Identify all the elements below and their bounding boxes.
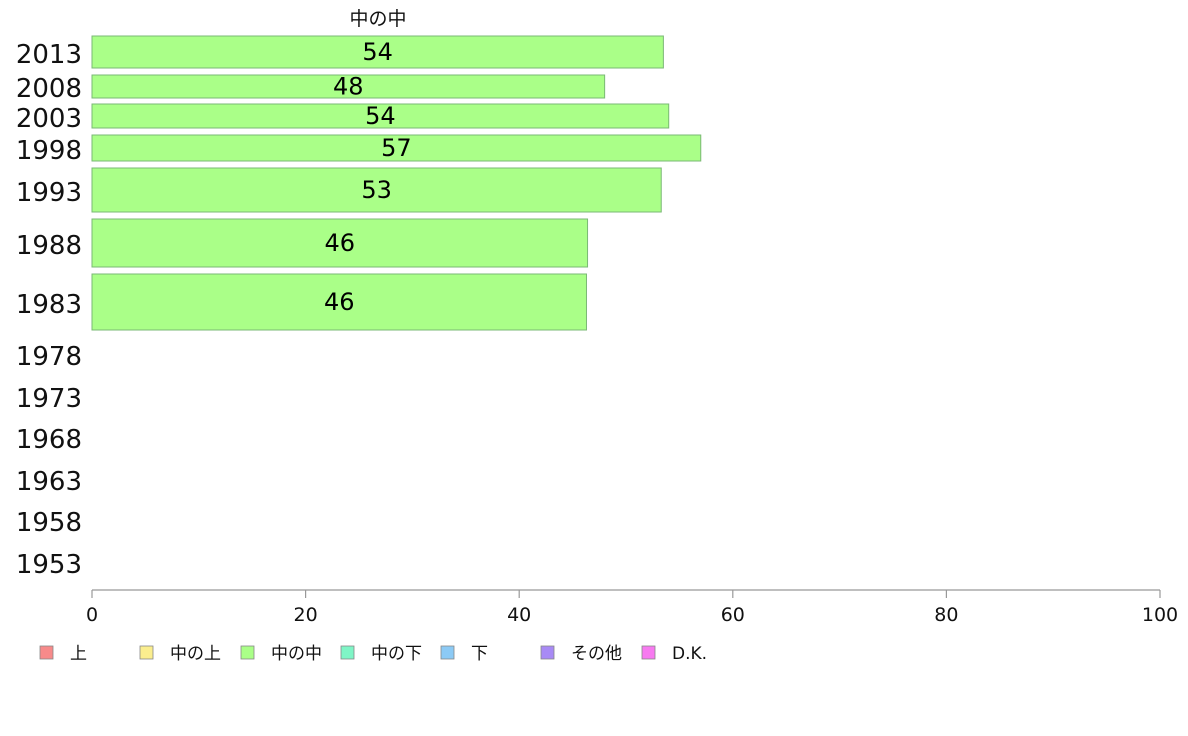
y-tick-label-1988: 1988	[16, 231, 82, 261]
y-tick-label-1973: 1973	[16, 384, 82, 414]
legend-label-5: その他	[571, 644, 622, 664]
x-tick-label-0: 0	[86, 604, 98, 626]
legend-label-1: 中の上	[170, 644, 221, 664]
legend-swatch-5	[540, 645, 555, 660]
y-tick-label-1983: 1983	[16, 290, 82, 320]
legend-swatch-6	[641, 645, 656, 660]
bar-value-label-1988: 46	[325, 229, 356, 257]
y-tick-label-1978: 1978	[16, 342, 82, 372]
legend: 上 中の上 中の中 中の下 下 その他 D.K.	[39, 644, 707, 664]
bar-value-label-1993: 53	[361, 176, 392, 204]
x-tick-label-100: 100	[1142, 604, 1178, 626]
x-tick-label-20: 20	[294, 604, 318, 626]
bar-value-label-2003: 54	[365, 102, 396, 130]
series-title: 中の中	[349, 8, 406, 30]
legend-swatch-4	[440, 645, 455, 660]
bar-1983	[91, 273, 587, 331]
legend-swatch-1	[139, 645, 154, 660]
bar-2013	[91, 35, 664, 69]
legend-swatch-3	[340, 645, 355, 660]
bar-2003	[91, 103, 670, 129]
bar-1988	[91, 218, 589, 268]
legend-label-6: D.K.	[672, 644, 707, 664]
y-tick-label-1958: 1958	[16, 508, 82, 538]
bar-value-label-2013: 54	[362, 38, 393, 66]
y-tick-label-2008: 2008	[16, 74, 82, 104]
legend-label-2: 中の中	[271, 644, 322, 664]
bar-1998	[91, 134, 702, 162]
bar-value-label-2008: 48	[333, 73, 364, 101]
legend-swatch-0	[39, 645, 54, 660]
legend-swatch-2	[240, 645, 255, 660]
legend-label-3: 中の下	[371, 644, 422, 664]
x-axis: 0 20 40 60 80 100	[86, 589, 1178, 626]
y-tick-label-1963: 1963	[16, 467, 82, 497]
y-tick-label-2003: 2003	[16, 104, 82, 134]
y-tick-label-2013: 2013	[16, 40, 82, 70]
bar-value-label-1998: 57	[381, 134, 412, 162]
x-tick-label-80: 80	[934, 604, 958, 626]
y-tick-label-1998: 1998	[16, 136, 82, 166]
y-tick-label-1993: 1993	[16, 178, 82, 208]
x-tick-label-40: 40	[507, 604, 531, 626]
x-tick-label-60: 60	[721, 604, 745, 626]
bar-2008	[91, 74, 606, 99]
y-tick-label-1968: 1968	[16, 425, 82, 455]
bar-1993	[91, 167, 662, 213]
legend-label-0: 上	[70, 644, 87, 664]
legend-label-4: 下	[471, 644, 488, 664]
bar-value-label-1983: 46	[324, 288, 355, 316]
y-tick-label-1953: 1953	[16, 550, 82, 580]
